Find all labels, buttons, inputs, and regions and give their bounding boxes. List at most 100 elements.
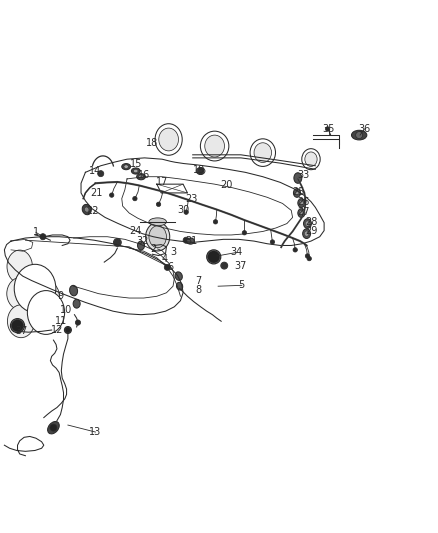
Ellipse shape (254, 143, 272, 163)
Text: 15: 15 (130, 159, 142, 168)
Text: 18: 18 (146, 138, 159, 148)
Ellipse shape (64, 327, 71, 334)
Text: 37: 37 (16, 326, 28, 336)
Circle shape (133, 197, 137, 201)
Ellipse shape (293, 189, 300, 197)
Text: 3: 3 (170, 247, 177, 256)
Ellipse shape (177, 282, 183, 290)
Circle shape (40, 233, 46, 240)
Text: 21: 21 (90, 188, 102, 198)
Text: 28: 28 (306, 217, 318, 227)
Text: 20: 20 (221, 181, 233, 190)
Ellipse shape (137, 174, 145, 180)
Circle shape (270, 240, 275, 244)
Circle shape (184, 210, 188, 214)
Ellipse shape (187, 238, 194, 244)
Text: 2: 2 (150, 245, 156, 254)
Circle shape (356, 132, 363, 139)
Text: 26: 26 (297, 197, 309, 207)
Ellipse shape (250, 139, 276, 166)
Text: 5: 5 (239, 280, 245, 290)
Circle shape (114, 239, 121, 246)
Ellipse shape (7, 277, 35, 310)
Ellipse shape (304, 231, 309, 236)
Text: 13: 13 (89, 427, 102, 437)
Ellipse shape (298, 199, 305, 207)
Text: 7: 7 (195, 276, 201, 286)
Ellipse shape (300, 200, 303, 205)
Ellipse shape (27, 290, 64, 334)
Ellipse shape (138, 241, 145, 250)
Ellipse shape (155, 124, 182, 155)
Ellipse shape (7, 250, 32, 283)
Ellipse shape (300, 211, 303, 215)
Ellipse shape (7, 305, 35, 338)
Circle shape (50, 424, 57, 431)
Text: 24: 24 (130, 227, 142, 237)
Ellipse shape (122, 164, 131, 169)
Text: 12: 12 (51, 325, 63, 335)
Ellipse shape (295, 190, 299, 195)
Circle shape (65, 327, 71, 333)
Text: 9: 9 (57, 291, 64, 301)
Circle shape (11, 319, 24, 332)
Text: 8: 8 (196, 285, 202, 295)
Circle shape (75, 320, 81, 325)
Text: 22: 22 (87, 206, 99, 216)
Text: 14: 14 (89, 166, 102, 176)
Ellipse shape (305, 221, 310, 226)
Text: 23: 23 (186, 193, 198, 204)
Ellipse shape (159, 128, 178, 151)
Ellipse shape (302, 149, 320, 169)
Ellipse shape (175, 272, 182, 280)
Text: 34: 34 (230, 247, 243, 257)
Text: 27: 27 (297, 207, 309, 217)
Ellipse shape (48, 422, 59, 434)
Text: 33: 33 (297, 171, 309, 180)
Ellipse shape (205, 135, 224, 157)
Ellipse shape (149, 226, 166, 248)
Circle shape (110, 193, 114, 197)
Circle shape (325, 127, 330, 131)
Text: 35: 35 (322, 124, 335, 134)
Ellipse shape (139, 175, 143, 179)
Ellipse shape (304, 219, 311, 229)
Circle shape (242, 231, 247, 235)
Text: 31: 31 (186, 236, 198, 246)
Ellipse shape (32, 281, 60, 313)
Ellipse shape (294, 173, 302, 183)
Text: 37: 37 (235, 261, 247, 271)
Ellipse shape (145, 222, 170, 251)
Circle shape (213, 220, 218, 224)
Text: 16: 16 (138, 171, 151, 180)
Ellipse shape (200, 131, 229, 161)
Ellipse shape (305, 152, 317, 166)
Circle shape (307, 256, 311, 261)
Ellipse shape (298, 209, 305, 217)
Text: 29: 29 (306, 227, 318, 237)
Text: 17: 17 (156, 177, 168, 188)
Circle shape (164, 264, 170, 270)
Circle shape (221, 263, 227, 269)
Text: 6: 6 (167, 262, 173, 272)
Text: 10: 10 (60, 305, 73, 316)
Circle shape (98, 171, 104, 177)
Circle shape (305, 254, 310, 258)
Text: 1: 1 (33, 228, 39, 237)
Text: 36: 36 (358, 124, 371, 134)
Circle shape (208, 251, 220, 263)
Text: 30: 30 (177, 205, 189, 215)
Ellipse shape (303, 229, 311, 238)
Ellipse shape (149, 218, 166, 226)
Circle shape (183, 237, 189, 243)
Ellipse shape (134, 169, 138, 173)
Text: 25: 25 (293, 187, 305, 197)
Ellipse shape (124, 165, 128, 168)
Circle shape (293, 248, 297, 252)
Ellipse shape (73, 300, 80, 308)
Circle shape (197, 167, 204, 174)
Ellipse shape (131, 168, 140, 174)
Text: 19: 19 (193, 165, 205, 175)
Text: 11: 11 (55, 316, 67, 326)
Text: 4: 4 (162, 254, 168, 264)
